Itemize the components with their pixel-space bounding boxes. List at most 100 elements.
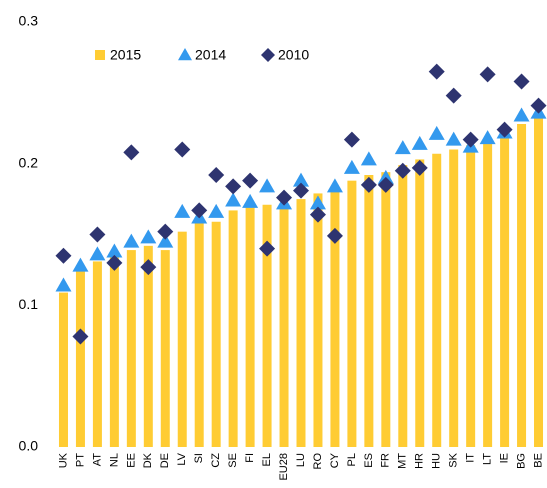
x-tick-label: SK — [448, 452, 460, 467]
bar — [126, 250, 136, 447]
triangle-marker — [411, 135, 428, 150]
y-tick-label: 0.0 — [19, 438, 39, 454]
bar — [364, 175, 374, 447]
bar — [483, 142, 493, 447]
bar — [160, 250, 170, 447]
legend-swatch — [178, 48, 192, 61]
diamond-marker — [242, 172, 259, 189]
triangle-marker — [377, 169, 394, 184]
bar — [92, 261, 102, 447]
x-tick-label: HR — [414, 453, 426, 469]
x-tick-label: RO — [312, 453, 324, 470]
x-tick-label: LV — [176, 452, 188, 465]
bar — [279, 204, 289, 447]
x-tick-label: MT — [397, 453, 409, 469]
bar — [432, 153, 442, 447]
bar — [330, 190, 340, 448]
diamond-marker — [259, 240, 276, 257]
diamond-marker — [445, 87, 462, 104]
triangle-marker — [360, 151, 377, 166]
triangle-marker — [72, 257, 89, 272]
x-tick-label: IT — [465, 453, 477, 463]
triangle-marker — [225, 192, 242, 207]
legend-label: 2015 — [110, 47, 141, 63]
diamond-marker — [55, 247, 72, 264]
legend-swatch — [95, 50, 105, 60]
bar — [296, 199, 306, 447]
bar — [228, 210, 238, 447]
triangle-marker — [89, 246, 106, 261]
bar — [534, 118, 544, 447]
y-tick-label: 0.3 — [19, 13, 39, 29]
diamond-marker — [225, 178, 242, 195]
diamond-marker — [309, 206, 326, 223]
legend-label: 2010 — [278, 47, 309, 63]
triangle-marker — [479, 130, 496, 145]
bar — [381, 172, 391, 447]
triangle-marker — [242, 193, 259, 208]
triangle-marker — [174, 203, 191, 218]
diamond-marker — [394, 162, 411, 179]
x-tick-label: SI — [193, 453, 205, 463]
diamond-marker — [208, 167, 225, 183]
diamond-marker — [157, 223, 174, 240]
triangle-marker — [428, 125, 445, 140]
x-tick-label: NL — [108, 453, 120, 467]
triangle-marker — [140, 229, 157, 244]
bar — [211, 221, 221, 447]
x-tick-label: EE — [125, 453, 137, 468]
x-tick-label: LT — [482, 453, 494, 465]
x-tick-label: EL — [261, 453, 273, 466]
diamond-marker — [377, 176, 394, 193]
x-tick-label: HU — [431, 453, 443, 469]
diamond-marker — [293, 182, 309, 199]
bar — [109, 254, 119, 447]
diamond-marker — [174, 141, 191, 158]
x-tick-label: UK — [57, 452, 69, 468]
bar — [245, 207, 255, 447]
bar — [313, 193, 323, 447]
bar — [58, 292, 68, 447]
x-tick-label: EU28 — [278, 453, 290, 481]
diamond-marker — [72, 328, 89, 345]
diamond-marker — [360, 176, 377, 193]
bar — [177, 231, 187, 447]
bar — [262, 204, 272, 447]
diamond-marker — [191, 202, 208, 219]
x-tick-label: LU — [295, 453, 307, 467]
diamond-marker — [530, 97, 547, 114]
triangle-marker — [445, 131, 462, 146]
x-tick-label: BG — [515, 453, 527, 469]
bar — [500, 138, 510, 447]
x-tick-label: PL — [346, 453, 358, 466]
diamond-marker — [428, 63, 445, 80]
x-tick-label: FR — [380, 453, 392, 468]
bar — [75, 269, 85, 447]
triangle-marker — [343, 159, 360, 174]
diamond-marker — [496, 121, 513, 138]
diamond-marker — [411, 159, 428, 176]
diamond-marker — [276, 189, 293, 206]
x-tick-label: ES — [363, 453, 375, 468]
bar — [143, 245, 153, 447]
x-tick-label: DE — [159, 453, 171, 468]
x-tick-label: IE — [498, 453, 510, 463]
triangle-marker — [394, 140, 411, 155]
diamond-marker — [140, 259, 157, 276]
x-tick-label: CZ — [210, 453, 222, 468]
y-tick-label: 0.2 — [19, 154, 39, 170]
x-tick-label: PT — [74, 453, 86, 467]
triangle-marker — [309, 195, 326, 210]
legend-swatch — [261, 48, 275, 62]
triangle-marker — [293, 172, 309, 187]
x-tick-label: SE — [227, 453, 239, 468]
x-tick-label: BE — [532, 453, 544, 468]
bar — [398, 165, 408, 448]
triangle-marker — [157, 233, 174, 248]
triangle-marker — [326, 178, 343, 193]
triangle-marker — [123, 233, 140, 248]
x-tick-label: DK — [142, 452, 154, 468]
y-tick-label: 0.1 — [19, 296, 39, 312]
diamond-marker — [123, 144, 140, 161]
triangle-marker — [259, 178, 276, 193]
